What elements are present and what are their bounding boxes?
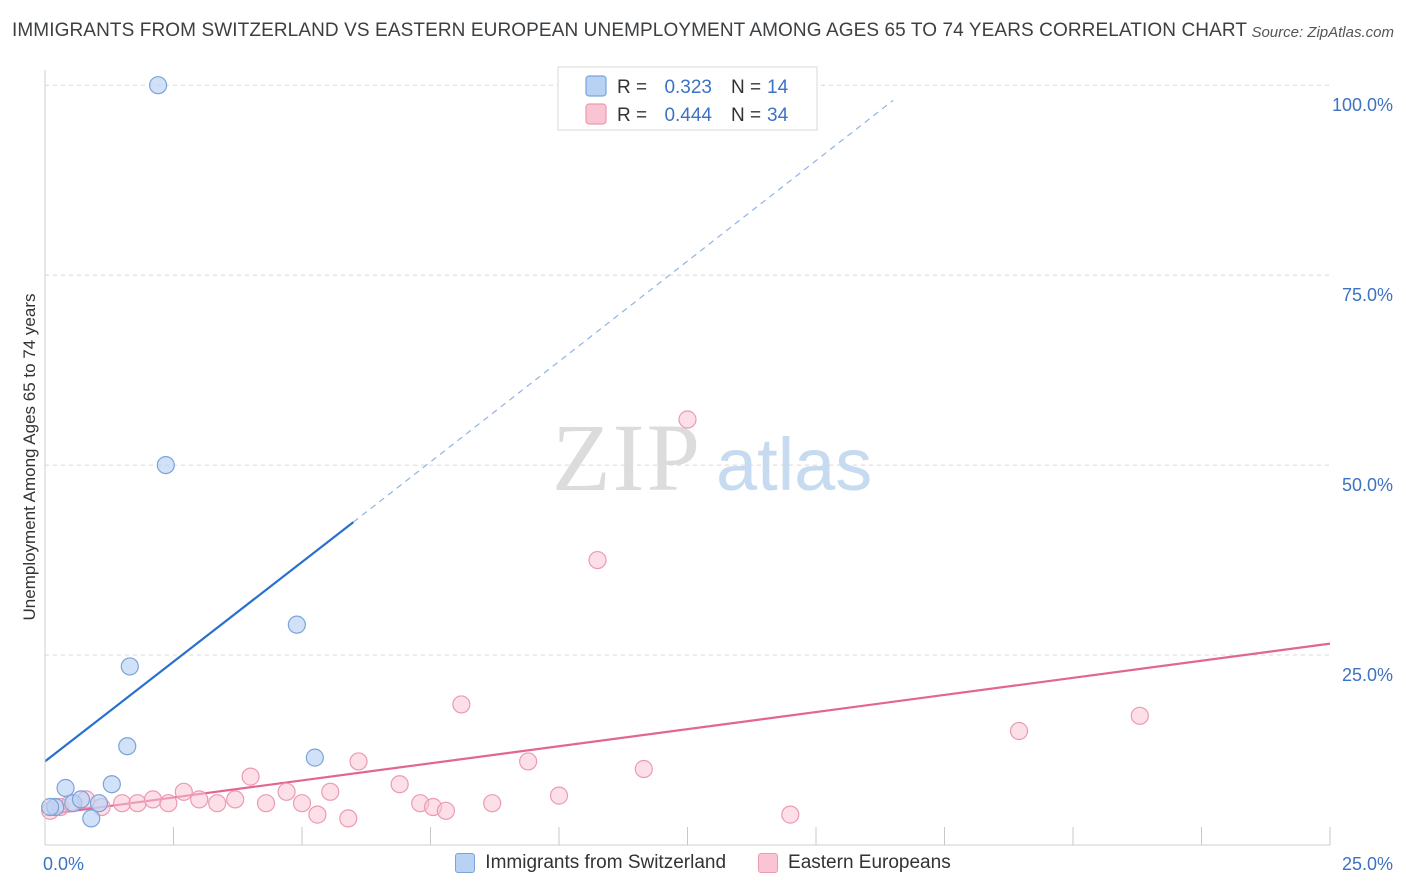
y-tick-label: 75.0% [1342, 285, 1393, 305]
point-switzerland [56, 778, 75, 798]
point-eastern-europeans [128, 794, 147, 813]
legend-n-value: 34 [767, 105, 789, 126]
legend-n-label: N = [731, 105, 761, 126]
legend-n-label: N = [731, 77, 761, 98]
legend-swatch-blue [455, 853, 476, 873]
watermark-atlas: atlas [716, 423, 872, 506]
legend-top-swatch [585, 103, 607, 125]
legend-r-value: 0.444 [664, 105, 712, 126]
trend-line-switzerland-projection [353, 99, 894, 523]
point-eastern-europeans [519, 752, 538, 771]
legend-r-value: 0.323 [664, 77, 712, 98]
point-eastern-europeans [436, 801, 456, 820]
point-eastern-europeans [226, 790, 245, 809]
legend-bottom: Immigrants from Switzerland Eastern Euro… [0, 852, 1406, 874]
point-eastern-europeans [241, 767, 260, 786]
legend-swatch-pink [758, 853, 779, 873]
y-tick-label: 50.0% [1342, 475, 1393, 495]
point-switzerland [102, 775, 121, 794]
chart-title: IMMIGRANTS FROM SWITZERLAND VS EASTERN E… [12, 20, 1248, 41]
point-switzerland [41, 797, 60, 817]
point-switzerland [305, 748, 324, 767]
legend-top: R = 0.323 N = 14 R = 0.444 N = 34 [557, 66, 818, 131]
point-eastern-europeans [390, 775, 409, 794]
point-eastern-europeans [549, 786, 569, 805]
x-tick-label: 0.0% [43, 854, 84, 874]
point-eastern-europeans [292, 794, 312, 813]
chart-source: Source: ZipAtlas.com [1251, 24, 1394, 41]
legend-label-eastern-europeans: Eastern Europeans [788, 852, 951, 873]
point-eastern-europeans [452, 695, 471, 714]
grid [45, 84, 1330, 656]
y-axis-title: Unemployment Among Ages 65 to 74 years [20, 294, 39, 621]
point-eastern-europeans [781, 805, 800, 824]
point-eastern-europeans [308, 805, 327, 824]
watermark: ZIP atlas [552, 404, 872, 511]
point-eastern-europeans [143, 790, 163, 809]
y-axis-label: Unemployment Among Ages 65 to 74 years [20, 294, 39, 621]
point-eastern-europeans [588, 550, 607, 570]
trend-lines [44, 99, 1331, 816]
point-switzerland [148, 76, 168, 95]
point-eastern-europeans [256, 794, 276, 813]
y-tick-label: 100.0% [1332, 95, 1393, 115]
point-switzerland [82, 809, 101, 828]
point-eastern-europeans [159, 794, 178, 813]
point-switzerland [156, 455, 175, 475]
legend-r-label: R = [617, 105, 647, 126]
x-tick-label: 25.0% [1342, 854, 1393, 874]
axes: 25.0% 50.0% 75.0% 100.0% 0.0% 25.0% [43, 70, 1393, 874]
point-eastern-europeans [678, 410, 697, 429]
point-switzerland [120, 657, 139, 676]
point-eastern-europeans [321, 782, 340, 801]
point-eastern-europeans [190, 790, 209, 809]
point-eastern-europeans [112, 794, 132, 813]
legend-item-switzerland: Immigrants from Switzerland [455, 852, 726, 874]
point-switzerland [118, 737, 137, 756]
trend-line-switzerland [44, 521, 355, 763]
watermark-zip: ZIP [552, 404, 702, 511]
point-eastern-europeans [349, 752, 368, 771]
legend-label-switzerland: Immigrants from Switzerland [485, 852, 727, 873]
point-eastern-europeans [634, 759, 653, 779]
point-eastern-europeans [277, 782, 296, 801]
point-eastern-europeans [339, 809, 358, 828]
legend-item-eastern-europeans: Eastern Europeans [758, 852, 951, 874]
data-points [41, 76, 1149, 828]
trend-line-eastern-europeans [44, 642, 1331, 816]
point-eastern-europeans [208, 794, 227, 813]
legend-top-swatch [585, 75, 607, 97]
point-eastern-europeans [1130, 706, 1149, 725]
y-tick-label: 25.0% [1342, 665, 1393, 685]
legend-r-label: R = [617, 77, 647, 98]
point-switzerland [71, 790, 91, 809]
point-eastern-europeans [1009, 721, 1029, 741]
point-switzerland [89, 794, 109, 813]
point-switzerland [287, 615, 306, 634]
point-eastern-europeans [483, 794, 502, 813]
legend-n-value: 14 [767, 77, 789, 98]
point-eastern-europeans [174, 782, 193, 801]
